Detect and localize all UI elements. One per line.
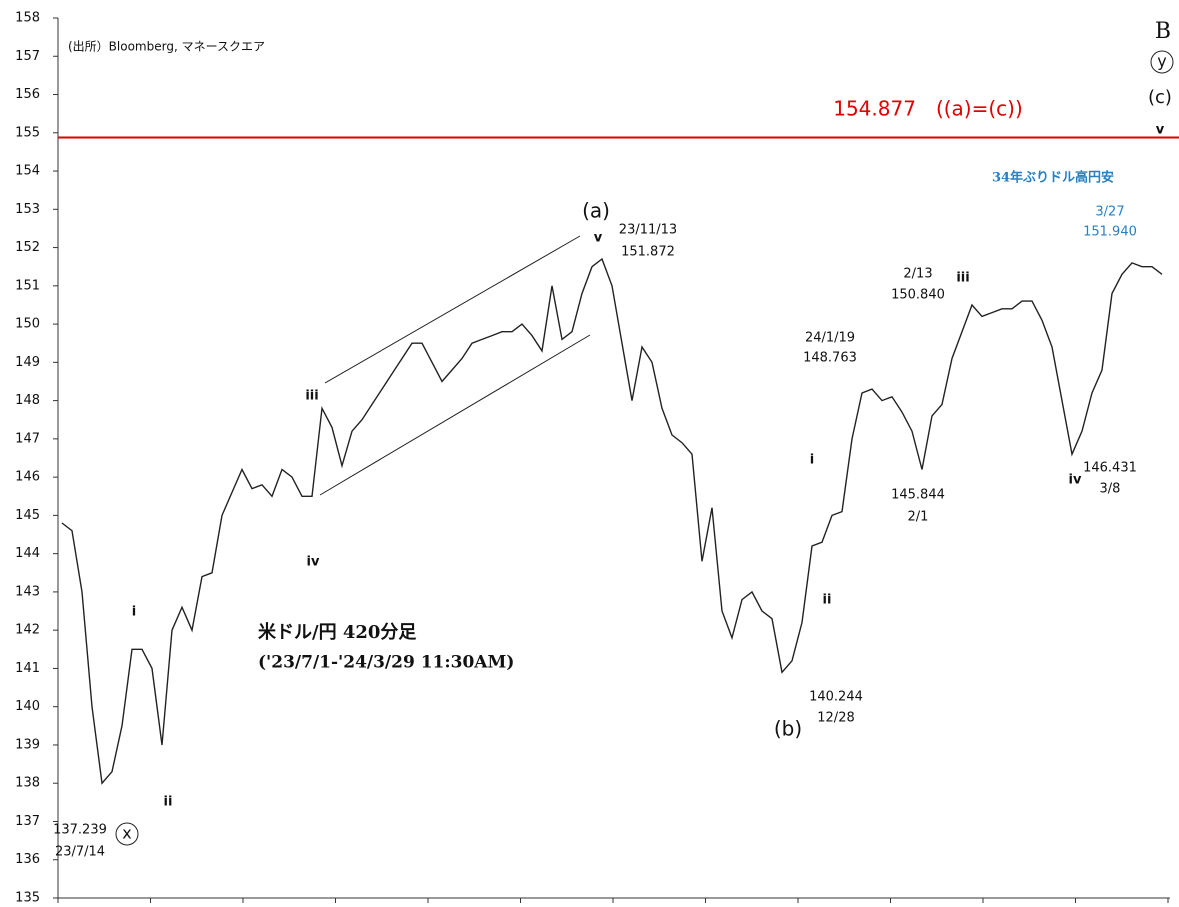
y-tick-label: 157 (15, 49, 40, 64)
y-tick-label: 146 (15, 470, 40, 485)
annotation: iv (307, 555, 320, 570)
y-tick-label: 152 (15, 240, 40, 255)
channel-line (319, 334, 591, 496)
y-tick-label: 142 (15, 623, 40, 638)
reference-label: 154.877 ((a)=(c)) (833, 97, 1023, 121)
annotation: 3/27 (1095, 205, 1124, 220)
wave-circle (115, 822, 139, 846)
y-tick-label: 143 (15, 584, 40, 599)
y-tick-label: 135 (15, 891, 40, 906)
price-line (61, 257, 1163, 785)
annotation: 12/28 (817, 711, 854, 726)
annotation: iv (1069, 473, 1082, 488)
annotation: ('23/7/1-'24/3/29 11:30AM) (258, 653, 514, 673)
y-tick-label: 158 (15, 11, 40, 26)
annotation: ii (164, 795, 173, 810)
annotation: 米ドル/円 420分足 (258, 621, 416, 643)
annotation: 150.840 (891, 288, 945, 303)
annotation: 2/13 (903, 267, 932, 282)
annotation: 3/8 (1100, 482, 1121, 497)
annotation: iii (305, 389, 318, 404)
annotation: 137.239 (53, 823, 107, 838)
y-tick-label: 149 (15, 355, 40, 370)
annotation: i (810, 453, 814, 468)
annotation: 23/11/13 (619, 223, 677, 238)
y-tick-label: 148 (15, 393, 40, 408)
y-tick-label: 141 (15, 661, 40, 676)
annotation: 24/1/19 (805, 331, 855, 346)
annotation: (b) (774, 717, 802, 741)
annotation: i (132, 605, 136, 620)
annotation: 151.872 (621, 245, 675, 260)
y-tick-label: 156 (15, 87, 40, 102)
annotation: 23/7/14 (55, 845, 105, 860)
annotation: 148.763 (803, 351, 857, 366)
y-tick-label: 144 (15, 546, 40, 561)
annotation: (c) (1148, 87, 1172, 108)
y-tick-label: 137 (15, 814, 40, 829)
y-tick-label: 136 (15, 852, 40, 867)
annotation: B (1155, 19, 1171, 44)
annotation: x (122, 824, 131, 843)
annotation: (a) (582, 199, 610, 223)
annotation: v (1156, 123, 1165, 138)
y-tick-label: 145 (15, 508, 40, 523)
annotation: (出所）Bloomberg, マネースクエア (68, 40, 265, 54)
annotation: y (1157, 52, 1166, 71)
y-tick-label: 155 (15, 125, 40, 140)
channel-line (324, 235, 581, 384)
y-tick-label: 138 (15, 776, 40, 791)
annotation: 34年ぶりドル高円安 (992, 170, 1114, 186)
annotation: 2/1 (908, 510, 929, 525)
annotation: 151.940 (1083, 225, 1137, 240)
annotation: 140.244 (809, 690, 863, 705)
y-tick-label: 150 (15, 317, 40, 332)
wave-circle (1150, 50, 1174, 74)
y-tick-label: 140 (15, 699, 40, 714)
y-tick-label: 154 (15, 164, 40, 179)
annotation: v (594, 231, 603, 246)
annotation: ii (823, 593, 832, 608)
annotation: 146.431 (1083, 461, 1137, 476)
annotation: 145.844 (891, 488, 945, 503)
y-tick-label: 153 (15, 202, 40, 217)
y-tick-label: 151 (15, 278, 40, 293)
y-tick-label: 147 (15, 431, 40, 446)
annotation: iii (956, 271, 969, 286)
y-tick-label: 139 (15, 737, 40, 752)
